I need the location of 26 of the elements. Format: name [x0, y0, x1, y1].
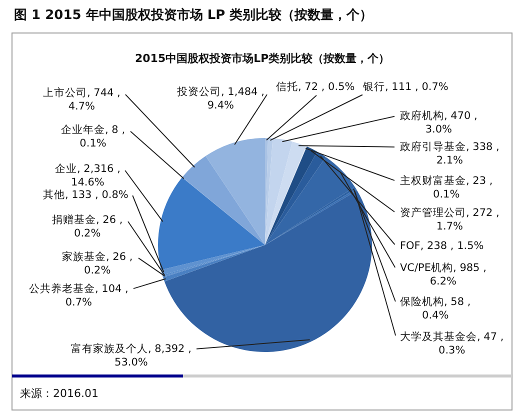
- slice-label: 主权财富基金, 23 , 0.1%: [400, 174, 493, 201]
- slice-label: 银行, 111 , 0.7%: [362, 81, 448, 93]
- chart-title: 图 1 2015 年中国股权投资市场 LP 类别比较（按数量，个）: [14, 7, 373, 23]
- chart-subtitle: 2015中国股权投资市场LP类别比较（按数量，个）: [135, 52, 390, 65]
- pie-slice: [182, 156, 265, 245]
- pie-slice: [265, 146, 318, 245]
- slice-label: 政府机构, 470 , 3.0%: [400, 109, 478, 136]
- slice-label: 企业年金, 8 , 0.1%: [61, 123, 126, 150]
- slice-label: 其他, 133 , 0.8%: [43, 188, 128, 201]
- slice-label: 资产管理公司, 272 , 1.7%: [400, 206, 500, 233]
- slice-label: FOF, 238 , 1.5%: [400, 240, 484, 252]
- slice-label: 捐赠基金, 26 , 0.2%: [52, 213, 123, 240]
- slice-label: 保险机构, 58 , 0.4%: [400, 296, 471, 322]
- slice-label: 信托, 72 , 0.5%: [276, 81, 355, 93]
- slice-label: 投资公司, 1,484 , 9.4%: [176, 86, 264, 112]
- slice-label: 富有家族及个人, 8,392 , 53.0%: [71, 342, 192, 369]
- slice-label: 企业, 2,316 , 14.6%: [55, 162, 120, 189]
- slice-label: 大学及其基金会, 47 , 0.3%: [400, 330, 504, 357]
- source-note: 来源：2016.01: [20, 387, 98, 400]
- pie-slice: [158, 177, 265, 270]
- pie-slice: [206, 138, 265, 245]
- slice-label: 上市公司, 744 , 4.7%: [43, 86, 120, 113]
- slice-label: 家族基金, 26 , 0.2%: [62, 250, 133, 277]
- slice-label: 公共养老基金, 104 , 0.7%: [29, 282, 128, 309]
- slice-label: 政府引导基金, 338 , 2.1%: [400, 140, 500, 167]
- slice-label: VC/PE机构, 985 , 6.2%: [400, 262, 486, 288]
